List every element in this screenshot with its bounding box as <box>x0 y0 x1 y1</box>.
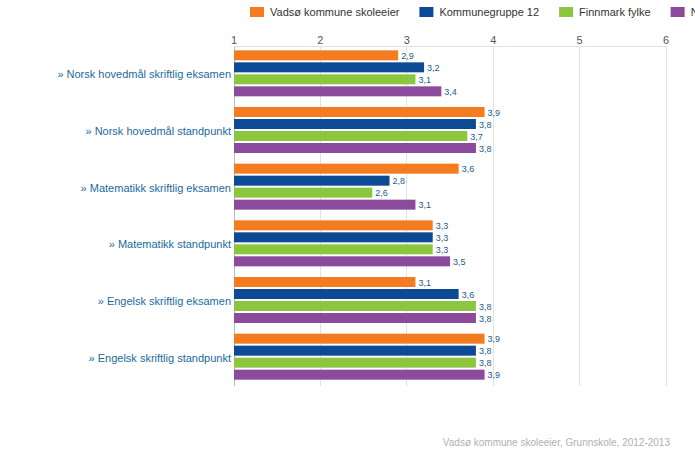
bar <box>234 86 441 96</box>
legend-label: Vadsø kommune skoleeier <box>270 6 400 18</box>
bar <box>234 256 450 266</box>
tick-label: 4 <box>490 34 496 46</box>
legend-swatch <box>671 7 685 17</box>
data-label: 3,9 <box>488 108 501 118</box>
legend-swatch <box>419 7 433 17</box>
bar <box>234 301 476 311</box>
bar <box>234 74 415 84</box>
bar <box>234 62 424 72</box>
bars <box>234 50 485 379</box>
bar <box>234 50 398 60</box>
bar <box>234 164 459 174</box>
data-label: 3,3 <box>436 245 449 255</box>
bar <box>234 313 476 323</box>
bar <box>234 176 390 186</box>
legend-label: Nasjonalt <box>691 6 695 18</box>
data-label: 3,8 <box>479 358 492 368</box>
data-label: 3,3 <box>436 221 449 231</box>
tick-label: 3 <box>404 34 410 46</box>
data-label: 3,1 <box>418 278 431 288</box>
legend-swatch <box>559 7 573 17</box>
bar <box>234 119 476 129</box>
data-label: 3,8 <box>479 314 492 324</box>
data-label: 3,6 <box>462 290 475 300</box>
annotation: Vadsø kommune skoleeier, Grunnskole, 201… <box>443 437 671 448</box>
bar <box>234 370 485 380</box>
data-label: 3,9 <box>488 370 501 380</box>
bar <box>234 200 415 210</box>
data-label: 3,9 <box>488 334 501 344</box>
bar <box>234 346 476 356</box>
data-label: 3,8 <box>479 120 492 130</box>
category-label: » Norsk hovedmål skriftlig eksamen <box>57 68 231 80</box>
legend-swatch <box>250 7 264 17</box>
bar <box>234 358 476 368</box>
category-label: » Matematikk standpunkt <box>109 238 231 250</box>
data-label: 3,6 <box>462 164 475 174</box>
axis-line <box>234 46 666 47</box>
bar <box>234 220 433 230</box>
bar <box>234 289 459 299</box>
data-label: 2,8 <box>393 176 406 186</box>
legend-label: Kommunegruppe 12 <box>439 6 539 18</box>
bar <box>234 232 433 242</box>
bar <box>234 277 415 287</box>
bar <box>234 188 372 198</box>
data-label: 3,8 <box>479 346 492 356</box>
bar <box>234 244 433 254</box>
category-label: » Engelsk skriftlig standpunkt <box>89 352 231 364</box>
data-label: 3,2 <box>427 63 440 73</box>
data-label: 3,7 <box>470 132 483 142</box>
data-label: 3,8 <box>479 144 492 154</box>
legend: Vadsø kommune skoleeier Kommunegruppe 12 F… <box>250 6 695 18</box>
data-label: 3,8 <box>479 302 492 312</box>
data-label: 3,1 <box>418 75 431 85</box>
tick-label: 1 <box>231 34 237 46</box>
tick-label: 2 <box>317 34 323 46</box>
legend-label: Finnmark fylke <box>579 6 651 18</box>
grid-line <box>666 46 667 386</box>
data-label: 3,5 <box>453 257 466 267</box>
tick-label: 6 <box>663 34 669 46</box>
data-label: 2,9 <box>401 51 414 61</box>
tick-label: 5 <box>577 34 583 46</box>
category-label: » Engelsk skriftlig eksamen <box>98 295 231 307</box>
bar <box>234 107 485 117</box>
chart: 1 2 3 4 5 6 2,9 3,2 3,1 3,4 3,9 3,8 3,7 3,8 3,6 2,8 2,6 3… <box>0 0 695 452</box>
grid-line <box>579 46 580 386</box>
bar <box>234 334 485 344</box>
bar <box>234 143 476 153</box>
data-label: 3,3 <box>436 233 449 243</box>
data-labels: 2,9 3,2 3,1 3,4 3,9 3,8 3,7 3,8 3,6 2,8 2,6 3,1 3,3 3… <box>375 51 500 380</box>
category-label: » Matematikk skriftlig eksamen <box>81 182 231 194</box>
data-label: 3,1 <box>418 200 431 210</box>
data-label: 3,4 <box>444 87 457 97</box>
category-label: » Norsk hovedmål standpunkt <box>85 125 231 137</box>
bar <box>234 131 467 141</box>
data-label: 2,6 <box>375 188 388 198</box>
